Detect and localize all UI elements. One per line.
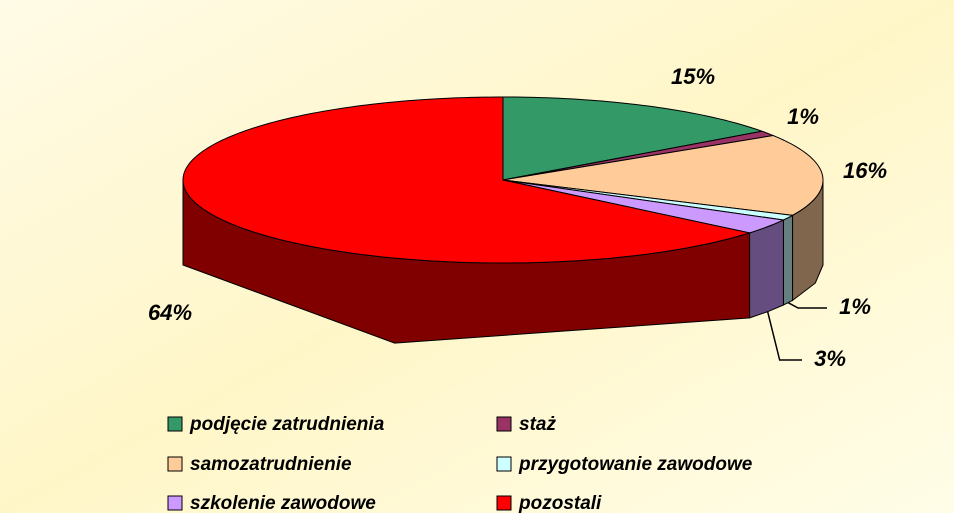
legend-label: podjęcie zatrudnienia <box>189 414 385 435</box>
data-label: 15% <box>671 64 715 89</box>
data-label: 1% <box>787 104 819 129</box>
legend-swatch <box>496 456 512 472</box>
legend-swatch <box>167 495 183 511</box>
pie-slice <box>502 135 824 216</box>
pie-slice <box>502 179 786 234</box>
legend-label: samozatrudnienie <box>190 454 352 475</box>
data-label: 16% <box>843 158 887 183</box>
legend-swatch <box>496 495 512 511</box>
legend-swatch <box>167 456 183 472</box>
data-label: 64% <box>148 300 192 325</box>
pie-side <box>749 219 784 319</box>
legend-label: szkolenie zawodowe <box>190 493 376 513</box>
data-label: 1% <box>839 294 871 319</box>
leader-line <box>766 311 802 361</box>
legend-label: staż <box>519 414 556 435</box>
legend-swatch <box>167 416 183 432</box>
data-label: 3% <box>814 346 846 371</box>
legend-label: pozostali <box>518 493 602 513</box>
pie-slice <box>502 96 764 181</box>
pie-side <box>782 214 794 306</box>
legend-label: przygotowanie zawodowe <box>518 454 753 475</box>
pie-slice <box>182 96 752 264</box>
leader-line <box>787 302 827 309</box>
legend-swatch <box>496 416 512 432</box>
